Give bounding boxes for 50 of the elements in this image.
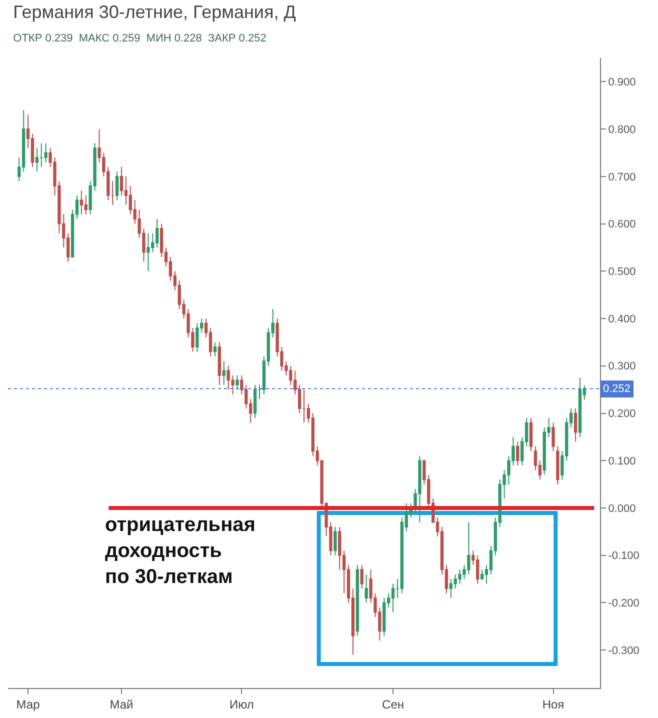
candlestick — [578, 377, 582, 438]
x-tick-label: Ноя — [542, 697, 564, 712]
y-tick-label: 0.100 — [608, 455, 636, 468]
y-tick-label: 0.900 — [608, 76, 636, 89]
candlestick — [382, 598, 386, 636]
y-tick-label: 0.800 — [608, 124, 636, 136]
candlestick — [196, 322, 199, 352]
x-tick-label: Июл — [229, 697, 254, 712]
candlestick — [396, 578, 400, 598]
candlestick — [44, 142, 48, 163]
candlestick — [552, 422, 555, 452]
y-tick-label: -0.100 — [608, 550, 640, 562]
candlestick — [364, 574, 368, 604]
y-tick-label: 0.300 — [608, 360, 636, 373]
y-tick-label: 0.500 — [608, 266, 636, 278]
candlestick — [218, 342, 222, 386]
candlestick — [360, 564, 364, 590]
candlestick — [213, 342, 217, 357]
candlestick — [391, 583, 395, 613]
candlestick — [111, 180, 114, 206]
candlestick — [236, 374, 239, 390]
candlestick — [35, 148, 39, 172]
y-tick-label: 0.700 — [608, 171, 636, 184]
x-tick-label: Май — [110, 697, 134, 712]
y-tick-label: 0.400 — [608, 313, 636, 326]
candlestick — [253, 384, 257, 418]
candlestick — [258, 384, 262, 400]
chart-subtitle: ОТКР 0.239 МАКС 0.259 МИН 0.228 ЗАКР 0.252 — [13, 32, 266, 44]
candlestick — [84, 194, 88, 215]
y-tick-label: 0.600 — [608, 218, 636, 231]
candlestick — [334, 526, 337, 556]
ref-line-label: 0.252 — [603, 383, 631, 395]
candlestick — [516, 441, 520, 466]
chart-title: Германия 30-летние, Германия, Д — [13, 2, 296, 22]
y-tick-label: -0.200 — [608, 598, 640, 610]
y-tick-label: 0.200 — [608, 408, 636, 420]
candlestick — [302, 389, 306, 424]
candlestick — [574, 408, 578, 442]
candlestick — [529, 418, 533, 452]
candlestick — [80, 190, 84, 215]
annotation: отрицательная доходность по 30-леткам — [105, 514, 256, 588]
candlestick — [222, 360, 226, 386]
candlestick — [115, 171, 119, 201]
y-tick-label: -0.300 — [608, 644, 640, 657]
candlestick — [556, 446, 560, 485]
x-tick-label: Сен — [382, 697, 404, 712]
candlestick — [480, 569, 484, 580]
candlestick — [356, 564, 359, 636]
x-tick-label: Мар — [16, 697, 40, 712]
y-tick-label: 0.000 — [608, 502, 636, 515]
